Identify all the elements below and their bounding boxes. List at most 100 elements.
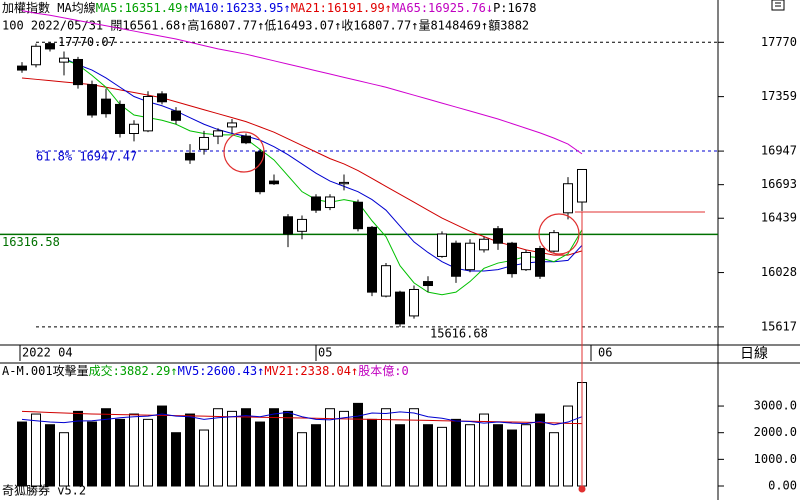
candle-body	[157, 93, 167, 103]
candle-body	[479, 238, 489, 251]
x-label: 2022 04	[22, 346, 73, 360]
y-tick-label: 1000.0	[754, 452, 797, 466]
volume-bar	[171, 432, 181, 487]
volume-bar	[311, 424, 321, 487]
candle-body	[325, 196, 335, 209]
level-label: 61.8% 16947.47	[36, 150, 137, 164]
candle-body	[87, 84, 97, 116]
volume-bar	[437, 426, 447, 487]
header-item: MA21:16191.99↑	[291, 1, 392, 15]
candle-body	[129, 123, 139, 135]
volume-stat: MV5:2600.43↑	[178, 364, 265, 378]
y-tick-label: 0.00	[768, 479, 797, 493]
period-label: 日線	[740, 346, 768, 362]
y-tick-label: 16947	[761, 144, 797, 158]
volume-bar	[409, 408, 419, 487]
candle-body	[227, 122, 237, 128]
header-quote: 100 2022/05/31 開16561.68↑高16807.77↑低1649…	[2, 18, 529, 33]
candle-body	[143, 95, 153, 132]
y-tick-label: 17770	[761, 35, 797, 49]
volume-bar	[17, 421, 27, 487]
candle-body	[521, 251, 531, 271]
volume-bar	[101, 408, 111, 487]
candle-body	[199, 136, 209, 150]
header-item: MA65:16925.76↓	[392, 1, 493, 15]
volume-bar	[73, 410, 83, 487]
volume-bar	[143, 418, 153, 487]
candle-body	[367, 226, 377, 293]
volume-bar	[199, 429, 209, 487]
candle-body	[353, 201, 363, 230]
candle-body	[283, 216, 293, 235]
candle-body	[577, 168, 587, 203]
candle-body	[381, 265, 391, 297]
menu-icon[interactable]	[771, 0, 785, 11]
volume-bar	[157, 405, 167, 487]
volume-bar	[129, 413, 139, 487]
candle-body	[563, 183, 573, 214]
volume-bar	[367, 418, 377, 487]
x-label: 05	[318, 346, 332, 360]
header-item: MA5:16351.49↑	[96, 1, 190, 15]
header-line: 加權指數 MA均線MA5:16351.49↑MA10:16233.95↑MA21…	[2, 0, 536, 15]
volume-bar	[297, 432, 307, 487]
volume-bar	[507, 429, 517, 487]
candle-body	[493, 228, 503, 244]
volume-header: A-M.001攻擊量成交:3882.29↑MV5:2600.43↑MV21:23…	[2, 363, 409, 378]
y-tick-label: 15617	[761, 319, 797, 333]
volume-bar	[451, 418, 461, 487]
candle-body	[423, 281, 433, 287]
volume-bar	[353, 402, 363, 487]
volume-bar	[465, 424, 475, 487]
highlight-circle	[538, 213, 580, 255]
volume-bar	[283, 410, 293, 487]
candle-body	[45, 43, 55, 50]
volume-bar	[59, 432, 69, 487]
volume-bar	[87, 421, 97, 487]
volume-stat: 股本億:0	[358, 364, 408, 378]
plot: 17770 17359 16947 16693 16439 16028 15617 17770…	[0, 10, 797, 493]
header-item: MA10:16233.95↑	[190, 1, 291, 15]
candle-body	[339, 181, 349, 185]
volume-bar	[521, 424, 531, 487]
volume-bar	[185, 413, 195, 487]
highlight-circle	[223, 131, 265, 173]
volume-bar	[381, 408, 391, 487]
volume-bar	[31, 413, 41, 487]
candle-body	[241, 135, 251, 144]
y-tick-label: 16439	[761, 211, 797, 225]
level-label: 17770.07	[58, 35, 116, 49]
level-label: 16316.58	[2, 235, 60, 249]
candle-body	[31, 45, 41, 66]
volume-bar	[325, 408, 335, 487]
candle-body	[535, 248, 545, 277]
volume-bar	[549, 432, 559, 487]
candle-body	[465, 242, 475, 271]
volume-bar	[115, 418, 125, 487]
volume-bar	[339, 410, 349, 487]
candle-body	[269, 180, 279, 185]
candle-body	[59, 57, 69, 63]
volume-bar	[269, 408, 279, 487]
candle-body	[17, 65, 27, 71]
candle-body	[73, 58, 83, 86]
volume-bar	[213, 408, 223, 487]
candle-body	[451, 242, 461, 277]
candle-body	[255, 151, 265, 193]
header-item: P:1678	[493, 1, 536, 15]
level-label: 15616.68	[430, 326, 488, 340]
volume-title: A-M.001攻擊量	[2, 363, 89, 378]
volume-bar	[255, 421, 265, 487]
candle-body	[213, 130, 223, 137]
candle-body	[115, 103, 125, 135]
candle-body	[395, 291, 405, 325]
y-tick-label: 2000.0	[754, 425, 797, 439]
candle-body	[185, 152, 195, 161]
volume-bar	[423, 424, 433, 487]
ma-line	[21, 10, 583, 155]
volume-bar	[535, 413, 545, 487]
volume-bar	[227, 410, 237, 487]
header-item: 加權指數 MA均線	[2, 0, 96, 15]
